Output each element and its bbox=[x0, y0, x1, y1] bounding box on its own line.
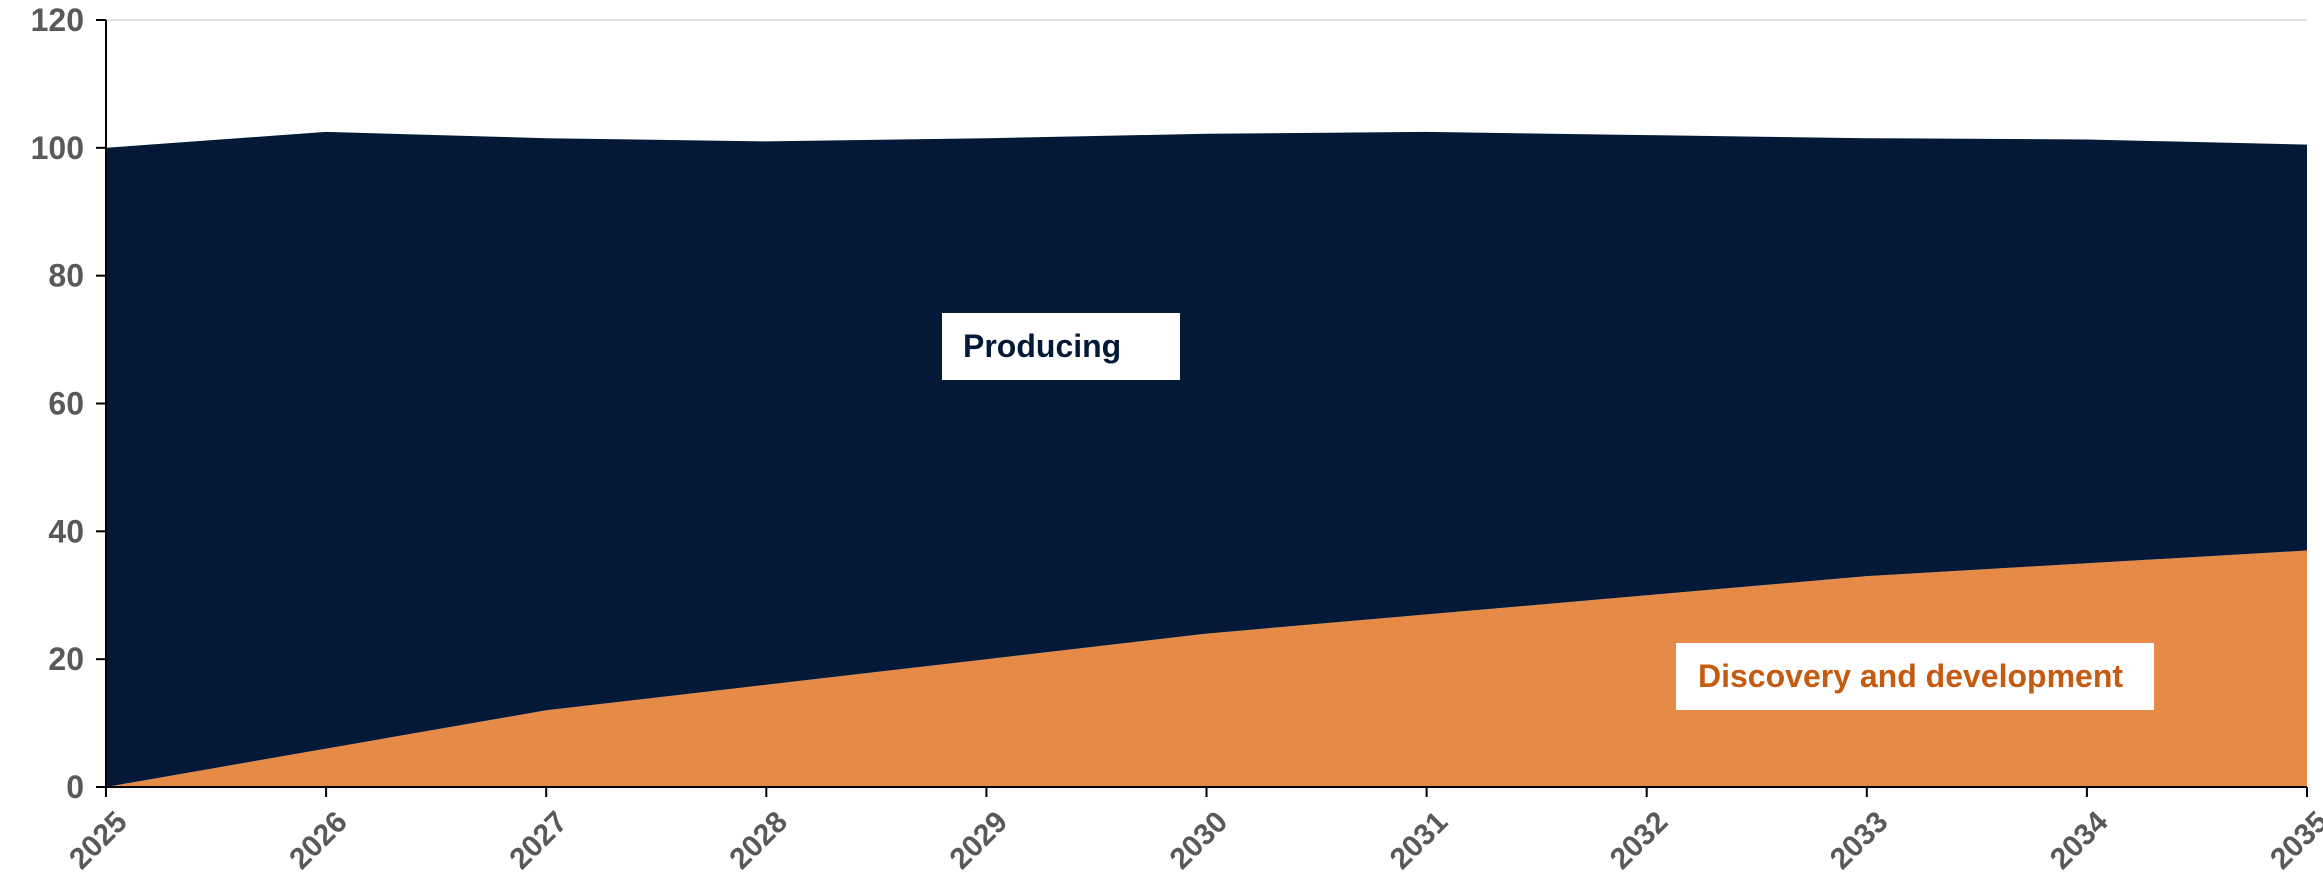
y-tick-label: 20 bbox=[48, 641, 84, 677]
y-tick-label: 80 bbox=[48, 258, 84, 294]
y-tick-label: 0 bbox=[66, 769, 84, 805]
producing-label: Producing bbox=[963, 328, 1121, 364]
producing-label-box: Producing bbox=[942, 313, 1180, 380]
y-tick-label: 100 bbox=[31, 130, 84, 166]
x-tick-label: 2025 bbox=[63, 805, 134, 876]
y-tick-label: 120 bbox=[31, 2, 84, 38]
discovery-label-box: Discovery and development bbox=[1676, 643, 2154, 710]
x-tick-label: 2034 bbox=[2044, 805, 2115, 876]
y-tick-label: 40 bbox=[48, 513, 84, 549]
area-series-producing bbox=[106, 131, 2307, 787]
y-tick-label: 60 bbox=[48, 386, 84, 422]
x-tick-label: 2035 bbox=[2264, 805, 2323, 876]
x-tick-label: 2032 bbox=[1604, 805, 1675, 876]
x-tick-label: 2033 bbox=[1824, 805, 1895, 876]
x-tick-label: 2030 bbox=[1164, 805, 1235, 876]
x-tick-label: 2029 bbox=[944, 805, 1015, 876]
x-tick-label: 2028 bbox=[723, 805, 794, 876]
x-tick-label: 2026 bbox=[283, 805, 354, 876]
x-tick-label: 2031 bbox=[1384, 805, 1455, 876]
x-tick-label: 2027 bbox=[503, 805, 574, 876]
area-series-discovery-and-development bbox=[106, 550, 2307, 787]
discovery-label: Discovery and development bbox=[1698, 658, 2123, 694]
